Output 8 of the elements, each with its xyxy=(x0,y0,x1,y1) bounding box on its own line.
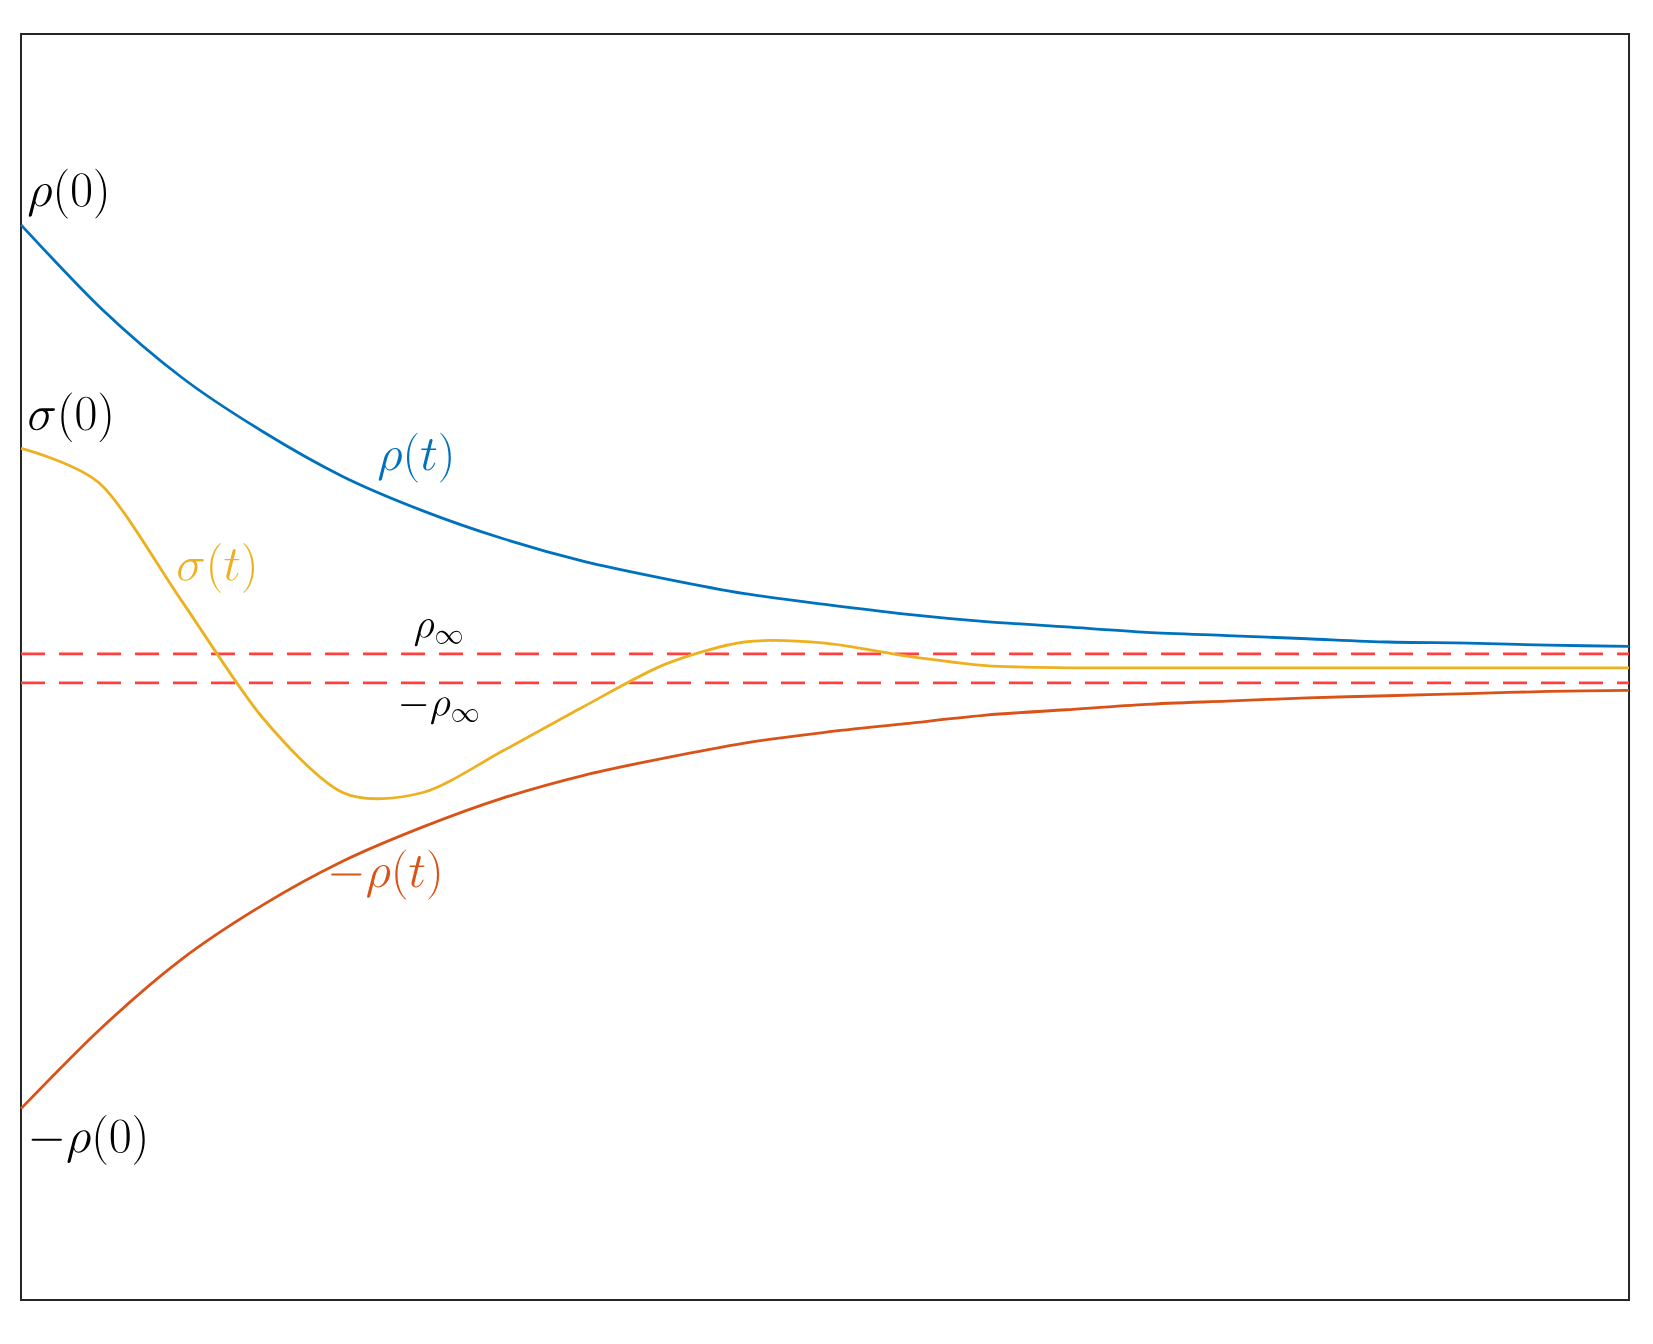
annotation: $-\rho(0)$ xyxy=(31,1115,145,1165)
ref-line-label: $-\rho_\infty$ xyxy=(401,697,478,725)
series-label: $\rho(t)$ xyxy=(378,432,451,483)
series-label: $\sigma(t)$ xyxy=(178,543,254,593)
annotation: $\sigma(0)$ xyxy=(29,392,111,443)
series-label: $-\rho(t)$ xyxy=(331,849,440,900)
ref-line-label: $\rho_\infty$ xyxy=(414,619,462,647)
text: $\rho(0)$ xyxy=(28,168,107,219)
